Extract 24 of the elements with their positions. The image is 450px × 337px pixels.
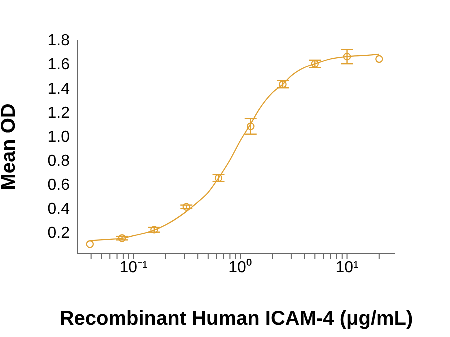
point <box>279 80 287 88</box>
x-tick-label: 10⁻¹ <box>120 259 148 276</box>
point <box>150 226 158 234</box>
y-tick-label: 1.4 <box>48 80 70 98</box>
y-axis-title: Mean OD <box>0 104 20 190</box>
y-tick-label: 1.0 <box>48 128 70 146</box>
y-tick-label: 0.2 <box>48 225 70 242</box>
y-tick-label: 0.4 <box>48 200 70 218</box>
y-tick-label: 0.6 <box>48 176 70 194</box>
point <box>247 122 255 130</box>
y-tick-label: 1.8 <box>48 32 70 50</box>
point <box>376 55 384 64</box>
y-tick-label: 0.8 <box>48 152 70 170</box>
x-axis-title: Recombinant Human ICAM-4 (μg/mL) <box>60 308 414 330</box>
point <box>214 174 223 182</box>
point <box>343 52 352 61</box>
y-tick-label: 1.2 <box>48 104 70 122</box>
point <box>311 60 319 68</box>
point <box>182 203 190 211</box>
point <box>118 234 126 242</box>
x-tick-label: 10⁰ <box>228 258 252 276</box>
x-tick-label: 10¹ <box>336 259 359 276</box>
point <box>86 240 94 248</box>
y-tick-label: 1.6 <box>48 56 70 74</box>
